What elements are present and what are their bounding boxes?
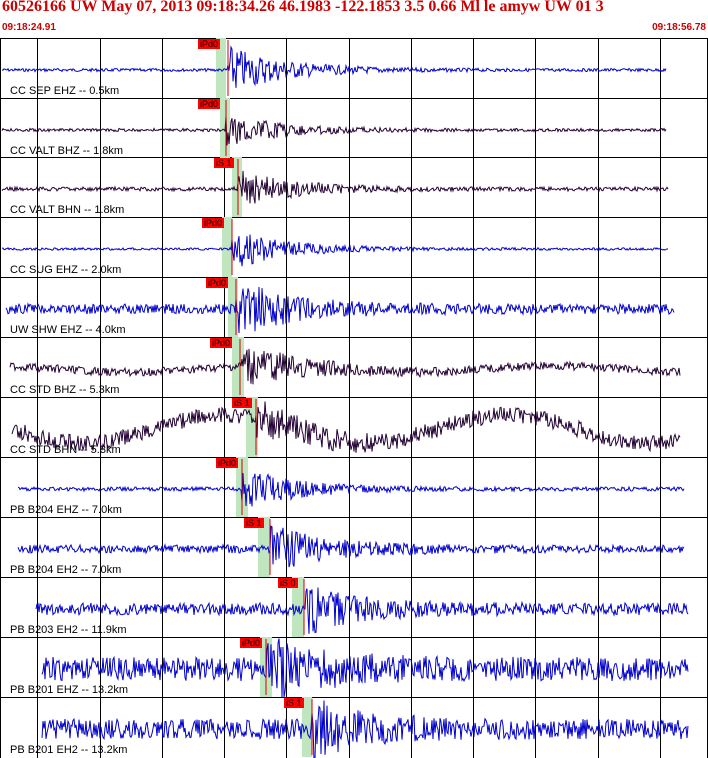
pick-window [302,697,312,757]
time-gridline [535,38,536,758]
trace-separator [0,98,708,99]
waveform-trace [11,401,681,453]
trace-separator [0,217,708,218]
pick-window [228,277,238,337]
time-gridline [224,38,225,758]
phase-pick-flag[interactable]: iPd0 [206,278,229,288]
phase-pick-flag[interactable]: iS 1 [232,398,252,408]
phase-pick-flag[interactable]: iS 1 [214,158,234,168]
end-time: 09:18:56.78 [652,22,706,33]
phase-pick-flag[interactable]: iS 1 [284,698,304,708]
station-label: PB B204 EH2 -- 7.0km [10,564,122,576]
phase-pick-flag[interactable]: iS 1 [244,518,264,528]
time-gridline [411,38,412,758]
waveform-trace [41,638,689,698]
station-label: PB B201 EHZ -- 13.2km [10,684,128,696]
phase-pick-flag[interactable]: iPd0 [198,39,221,49]
start-time: 09:18:24.91 [2,22,56,33]
station-label: UW SHW EHZ -- 4.0km [10,324,126,336]
waveform-trace [1,170,669,204]
waveform-trace [1,234,669,267]
phase-pick-flag[interactable]: iPd0 [198,99,221,109]
station-label: CC VALT BHN -- 1.8km [10,204,125,216]
waveform-trace [41,700,689,758]
trace-separator [0,38,708,39]
trace-separator [0,157,708,158]
trace-separator [0,457,708,458]
header: 60526166 UW May 07, 2013 09:18:34.26 46.… [0,0,708,38]
station-label: CC STD BHN -- 5.3km [10,444,121,456]
trace-separator [0,397,708,398]
trace-separator [0,337,708,338]
pick-window [292,577,304,637]
station-label: PB B203 EH2 -- 11.9km [10,624,127,636]
waveform-trace [17,473,685,507]
station-label: CC SEP EHZ -- 0.5km [10,85,120,97]
pick-window [222,217,232,277]
waveform-trace [1,115,667,146]
trace-separator [0,697,708,698]
phase-pick-flag[interactable]: iPd0 [216,458,239,468]
time-gridline [162,38,163,758]
phase-pick-flag[interactable]: iPd0 [202,218,225,228]
station-label: CC VALT BHZ -- 1.8km [10,145,124,157]
pick-window [216,38,226,98]
time-gridline [100,38,101,758]
phase-pick-flag[interactable]: iPd0 [210,338,233,348]
time-gridline [349,38,350,758]
time-gridline [598,38,599,758]
waveform-trace [5,286,675,334]
seismogram-plot [1,38,689,758]
trace-separator [0,517,708,518]
waveform-trace [17,525,685,568]
waveform-trace [1,45,667,88]
trace-separator [0,277,708,278]
time-gridline [660,38,661,758]
phase-pick-flag[interactable]: iPd0 [240,638,263,648]
trace-separator [0,577,708,578]
time-gridline [286,38,287,758]
station-label: PB B201 EH2 -- 13.2km [10,744,128,756]
time-gridline [473,38,474,758]
trace-separator [0,637,708,638]
station-label: CC STD BHZ -- 5.3km [10,384,120,396]
event-title: 60526166 UW May 07, 2013 09:18:34.26 46.… [2,0,604,15]
waveform-trace [35,587,689,634]
phase-pick-flag[interactable]: iS 0 [278,578,298,588]
waveform-trace [9,348,681,385]
time-gridline [37,38,38,758]
station-label: PB B204 EHZ -- 7.0km [10,504,122,516]
frame-border [0,38,1,758]
station-label: CC SUG EHZ -- 2.0km [10,264,122,276]
